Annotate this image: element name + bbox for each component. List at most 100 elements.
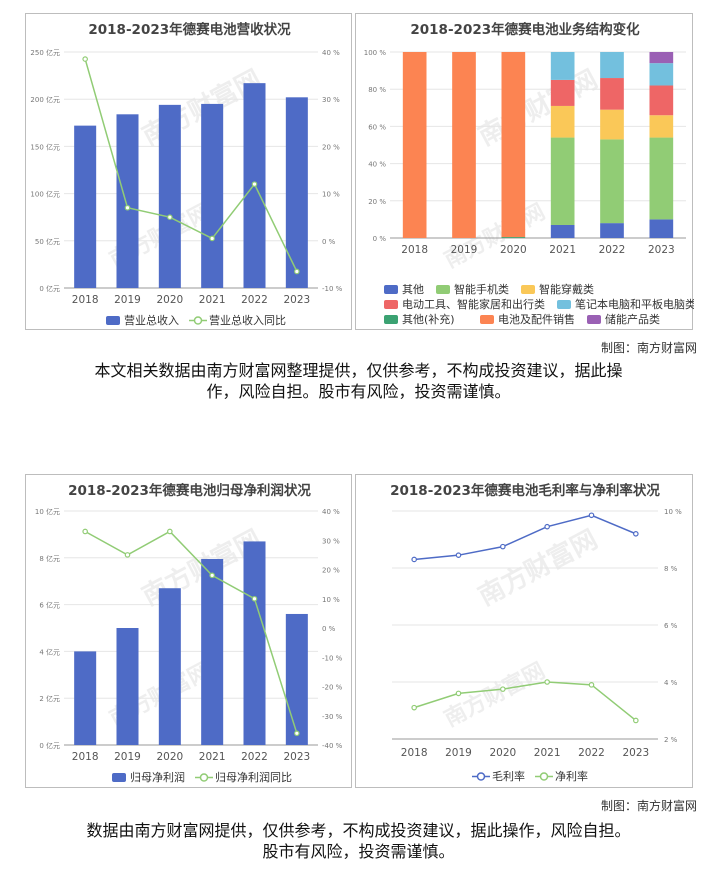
bar <box>201 103 224 288</box>
y-tick-label: 6 亿元 <box>39 601 60 610</box>
y2-tick-label: -30 % <box>322 713 343 721</box>
x-tick-label: 2020 <box>156 294 183 306</box>
y2-tick-label: 20 % <box>322 567 340 575</box>
series-line <box>84 58 298 272</box>
x-tick-label: 2023 <box>648 244 675 256</box>
x-tick-label: 2019 <box>451 244 478 256</box>
line-point <box>167 214 173 221</box>
bar <box>158 588 181 745</box>
line-point <box>294 268 300 275</box>
legend-label: 其他(补充) <box>402 312 455 326</box>
legend-swatch <box>539 772 549 781</box>
x-tick-label: 2021 <box>549 244 576 256</box>
x-tick-label: 2018 <box>401 244 428 256</box>
y-tick-label: 80 % <box>368 86 386 94</box>
legend-label: 归母净利润同比 <box>215 770 292 784</box>
stacked-bar-segment <box>649 219 674 238</box>
y-tick-label: 10 亿元 <box>35 507 60 516</box>
y-tick-label: 250 亿元 <box>30 48 60 57</box>
y-tick-label: 0 亿元 <box>39 284 60 293</box>
chart-title: 2018-2023年德赛电池归母净利润状况 <box>68 482 311 499</box>
y2-tick-label: 40 % <box>322 508 340 516</box>
y-tick-label: 50 亿元 <box>35 237 60 246</box>
line-point <box>633 530 639 537</box>
credit-bottom: 制图：南方财富网 <box>600 799 697 813</box>
disclaimer-bottom-line-2: 股市有风险，投资需谨慎。 <box>262 842 455 861</box>
line-point <box>633 717 639 724</box>
stacked-bar-segment <box>452 52 476 238</box>
y-tick-label: 0 亿元 <box>39 741 60 750</box>
x-tick-label: 2019 <box>114 751 141 763</box>
y-tick-label: 2 亿元 <box>39 694 60 703</box>
bar <box>201 558 224 745</box>
bar <box>158 104 181 288</box>
x-tick-label: 2019 <box>114 294 141 306</box>
x-tick-label: 2020 <box>489 747 516 759</box>
legend-swatch <box>384 285 398 294</box>
line-point <box>588 512 595 519</box>
y-tick-label: 0 % <box>373 235 387 243</box>
y-tick-label: 100 亿元 <box>30 190 60 199</box>
business-structure-chart-panel: 南方财富网 南方财富网 2018-2023年德赛电池业务结构变化 0 % 20 % 40 … <box>355 13 694 330</box>
disclaimer-top: 本文相关数据由南方财富网整理提供，仅供参考，不构成投资建议，据此操 作，风险自担… <box>0 360 717 402</box>
x-tick-label: 2018 <box>72 751 99 763</box>
bar <box>74 651 97 745</box>
chart-title: 2018-2023年德赛电池毛利率与净利率状况 <box>390 482 660 499</box>
y2-tick-label: 10 % <box>322 596 340 604</box>
y2-tick-label: 0 % <box>322 238 336 246</box>
x-tick-label: 2021 <box>534 747 561 759</box>
x-tick-label: 2020 <box>500 244 527 256</box>
x-tick-label: 2021 <box>199 294 226 306</box>
y-tick-label: 8 亿元 <box>39 554 60 563</box>
legend-swatch <box>106 316 120 325</box>
line-point <box>544 523 550 530</box>
y2-tick-label: 40 % <box>322 49 340 57</box>
y-tick-label: 200 亿元 <box>30 95 60 104</box>
legend-swatch <box>199 773 209 782</box>
y-tick-label: 4 亿元 <box>39 647 60 656</box>
chart-title: 2018-2023年德赛电池营收状况 <box>88 21 291 38</box>
stacked-bar-segment <box>550 224 575 238</box>
stacked-bar-segment <box>649 52 674 64</box>
y2-tick-label: -40 % <box>322 742 343 750</box>
line-point <box>455 552 462 558</box>
line-point <box>411 556 417 563</box>
x-tick-label: 2022 <box>241 294 268 306</box>
line-point <box>251 181 258 187</box>
stacked-bar-segment <box>501 52 526 238</box>
legend-swatch <box>436 285 450 294</box>
legend-label: 净利率 <box>555 769 588 783</box>
x-tick-label: 2023 <box>622 747 649 759</box>
legend-label: 归母净利润 <box>130 770 185 784</box>
stacked-bar-segment <box>649 63 674 86</box>
bar <box>116 114 139 288</box>
line-point <box>82 528 88 535</box>
y-tick-label: 2 % <box>664 736 678 744</box>
line-point <box>167 528 173 535</box>
legend-swatch <box>557 300 571 309</box>
stacked-bar-segment <box>550 52 575 80</box>
line-point <box>455 690 462 697</box>
line-point <box>588 682 595 688</box>
stacked-bar-segment <box>600 109 624 140</box>
y2-tick-label: 30 % <box>322 96 340 104</box>
line-point <box>124 552 131 558</box>
stacked-bar-segment <box>550 79 575 106</box>
line-point <box>500 543 506 550</box>
line-point <box>82 56 88 62</box>
x-tick-label: 2022 <box>578 747 605 759</box>
x-tick-label: 2022 <box>599 244 626 256</box>
legend-label: 营业总收入 <box>124 313 179 327</box>
disclaimer-top-line-2: 作，风险自担。股市有风险，投资需谨慎。 <box>206 382 511 401</box>
stacked-bar-segment <box>649 137 674 220</box>
watermark: 南方财富网 <box>473 64 602 152</box>
y2-tick-label: 10 % <box>322 191 340 199</box>
legend-label: 智能手机类 <box>454 282 509 296</box>
legend-swatch <box>476 772 486 781</box>
stacked-bar-segment <box>402 52 427 238</box>
